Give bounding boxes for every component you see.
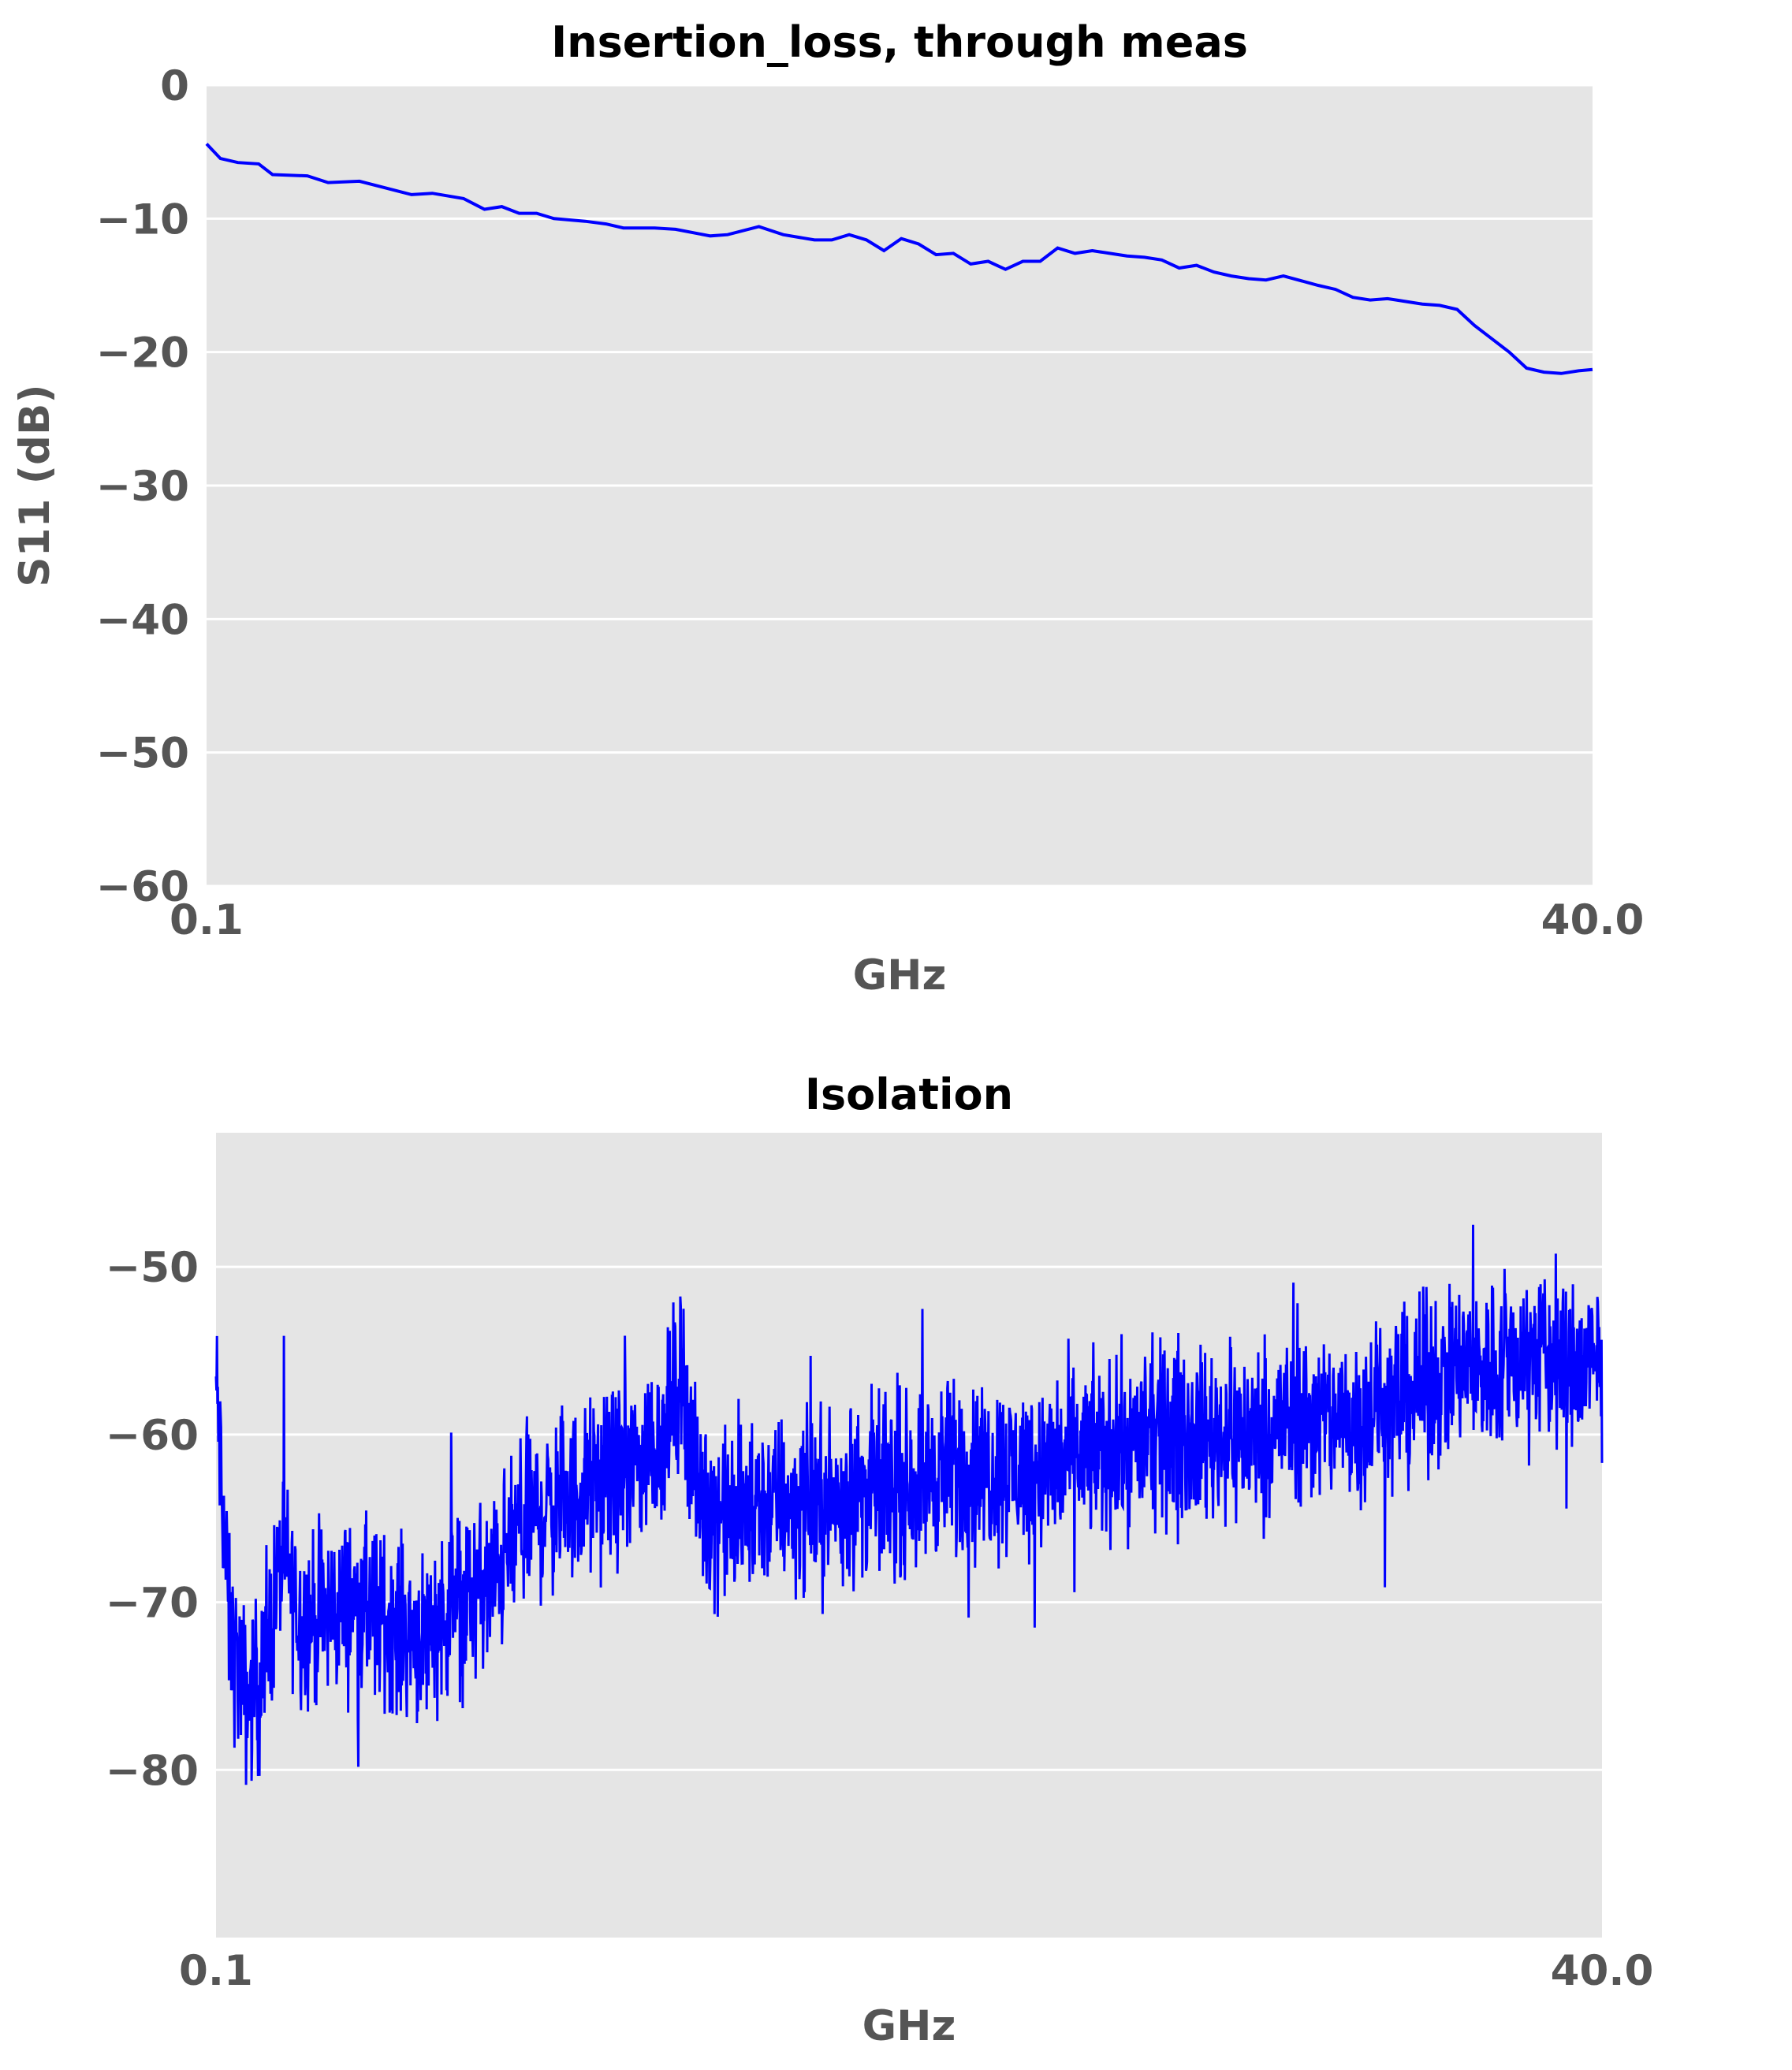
x-tick-labels-insertion-loss: 0.1 40.0 — [170, 896, 1644, 944]
y-tick-label: −70 — [106, 1580, 199, 1628]
y-tick-label: −80 — [106, 1747, 199, 1795]
x-tick-label: 0.1 — [170, 896, 244, 944]
x-tick-label: 40.0 — [1541, 896, 1645, 944]
y-tick-label: −30 — [96, 463, 189, 511]
y-tick-label: −50 — [106, 1244, 199, 1292]
x-tick-label: 0.1 — [179, 1947, 253, 1995]
y-tick-label: −10 — [96, 195, 189, 244]
chart-title-insertion-loss: Insertion_loss, through meas — [551, 17, 1248, 67]
plot-area-isolation — [216, 1133, 1602, 1938]
x-axis-label-isolation: GHz — [862, 2002, 956, 2050]
x-axis-label-insertion-loss: GHz — [853, 951, 947, 1000]
y-tick-labels-insertion-loss: 0 −10 −20 −30 −40 −50 −60 — [96, 62, 189, 911]
y-tick-label: −60 — [96, 863, 189, 911]
y-tick-label: −50 — [96, 730, 189, 778]
y-tick-labels-isolation: −50 −60 −70 −80 — [106, 1244, 199, 1795]
x-tick-labels-isolation: 0.1 40.0 — [179, 1947, 1653, 1995]
chart-title-isolation: Isolation — [805, 1070, 1013, 1119]
y-tick-label: −60 — [106, 1412, 199, 1460]
y-tick-label: 0 — [160, 62, 189, 110]
x-tick-label: 40.0 — [1551, 1947, 1654, 1995]
gridlines-insertion-loss — [207, 84, 1593, 888]
chart-isolation: −50 −60 −70 −80 0.1 40.0 Isolation GHz — [106, 1070, 1654, 2050]
chart-insertion-loss: 0 −10 −20 −30 −40 −50 −60 0.1 40.0 Insertion_lo… — [11, 17, 1644, 1000]
y-tick-label: −40 — [96, 596, 189, 644]
series-line-insertion-loss — [205, 143, 1593, 375]
series-line-isolation — [214, 1224, 1604, 1785]
y-axis-label-insertion-loss: S11 (dB) — [11, 384, 59, 586]
y-tick-label: −20 — [96, 329, 189, 378]
